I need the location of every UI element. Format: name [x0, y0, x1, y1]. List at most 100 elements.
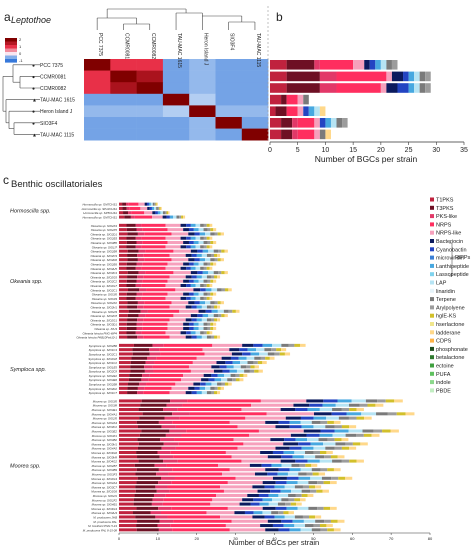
bar-segment — [203, 223, 207, 227]
bar-segment — [345, 442, 353, 446]
bar-segment — [345, 433, 357, 437]
bar-segment — [210, 279, 214, 283]
strain-label: Okeania sp. SIO2G7 — [90, 284, 117, 288]
heatmap-cell — [189, 128, 216, 141]
bar-segment — [245, 416, 286, 420]
bar-segment — [203, 228, 208, 232]
strain-label: Symploca sp. SIO3E6 — [89, 378, 118, 382]
strain-label: Moorea sp. SIO3H1 — [91, 442, 117, 446]
bar-segment — [364, 416, 372, 420]
bar-segment — [222, 472, 255, 476]
legend-label: LAP — [436, 281, 447, 287]
bar-segment — [136, 322, 143, 326]
bar-segment — [188, 258, 195, 262]
bar-segment — [224, 373, 231, 377]
bar-segment — [271, 511, 279, 515]
bar-segment — [332, 459, 342, 463]
bar-segment — [160, 352, 205, 356]
bar-segment — [170, 450, 226, 455]
bar-segment — [210, 275, 215, 279]
legend-label: Arylpolyene — [436, 305, 465, 311]
bar-segment — [211, 365, 220, 369]
bar-segment — [209, 245, 213, 249]
bar-segment — [205, 309, 212, 313]
strain-label: Okeania sp. SIO2G5 — [90, 275, 117, 279]
bar-segment — [270, 94, 282, 105]
bar-segment — [270, 129, 282, 140]
strain-label: Moorea sp. SIO3C7 — [91, 485, 117, 489]
bar-segment — [223, 489, 258, 493]
bar-segment — [211, 288, 218, 292]
bar-segment — [313, 446, 326, 450]
bar-segment — [253, 511, 263, 515]
bar-segment — [362, 429, 374, 433]
bar-segment — [119, 429, 142, 433]
bar-segment — [386, 60, 392, 70]
bar-segment — [203, 283, 207, 288]
bar-segment — [265, 356, 270, 360]
bar-segment — [195, 283, 201, 288]
bar-segment — [143, 305, 170, 309]
bar-segment — [252, 515, 265, 519]
bar-segment — [295, 493, 302, 497]
legend-swatch — [430, 297, 434, 302]
heatmap-column-labels: PCC 7375 CCMR0081 CCMR0082 TAU-MAC 1615 Hero… — [97, 33, 261, 68]
bar-segment — [380, 60, 387, 70]
bar-segment — [216, 493, 248, 497]
bar-segment — [185, 305, 192, 309]
bar-segment — [308, 481, 318, 485]
bar-segment — [265, 420, 279, 424]
bar-segment — [330, 519, 338, 523]
bar-segment — [280, 489, 292, 493]
bar-segment — [188, 292, 194, 296]
bar-segment — [308, 106, 315, 116]
bar-segment — [319, 459, 333, 463]
bar-segment — [305, 524, 314, 528]
bar-segment — [332, 408, 342, 412]
strain-label: Okeania sp. SIO3I3 — [92, 297, 118, 301]
bar-segment — [217, 386, 221, 390]
bar-segment — [119, 309, 129, 313]
bar-segment — [175, 382, 194, 386]
bar-segment — [228, 382, 232, 386]
bar-segment — [137, 232, 145, 236]
bar-segment — [314, 118, 320, 128]
bar-segment — [299, 463, 306, 467]
color-scale-tick: -1 — [19, 58, 23, 63]
heatmap-cell — [110, 105, 137, 118]
bar-segment — [241, 459, 281, 463]
legend-label: hserlactone — [436, 322, 464, 328]
bar-segment — [182, 403, 252, 407]
strain-label: M. bouillonii PNG 5-19 — [88, 524, 117, 528]
bar-segment — [309, 403, 323, 407]
bar-segment — [137, 305, 144, 309]
bar-segment — [195, 245, 201, 249]
bar-segment — [222, 369, 230, 373]
bar-segment — [207, 262, 211, 266]
bar-segment — [137, 425, 162, 429]
bar-segment — [294, 524, 306, 528]
bar-segment — [174, 438, 234, 442]
bar-segment — [220, 301, 224, 305]
bar-segment — [133, 502, 152, 506]
bar-segment — [303, 106, 309, 116]
heatmap-cell — [189, 105, 216, 118]
bar-segment — [265, 528, 279, 532]
bar-segment — [133, 343, 153, 347]
row-marker: ● — [32, 74, 35, 80]
bar-segment — [139, 416, 165, 420]
bar-segment — [168, 211, 170, 215]
strain-label: Okeania sp. SIO2H5 — [90, 267, 117, 271]
bar-segment — [327, 420, 334, 424]
bar-segment — [334, 425, 342, 429]
bar-segment — [258, 369, 263, 373]
bar-segment — [322, 403, 336, 407]
bar-segment — [132, 511, 151, 515]
bar-segment — [203, 326, 208, 330]
bar-segment — [201, 253, 207, 257]
heatmap-cell — [241, 105, 269, 118]
bar-segment — [199, 258, 206, 262]
bar-segment — [341, 408, 350, 412]
strain-label: Moorea sp. SIO3I8 — [93, 404, 118, 408]
bar-segment — [157, 206, 160, 210]
